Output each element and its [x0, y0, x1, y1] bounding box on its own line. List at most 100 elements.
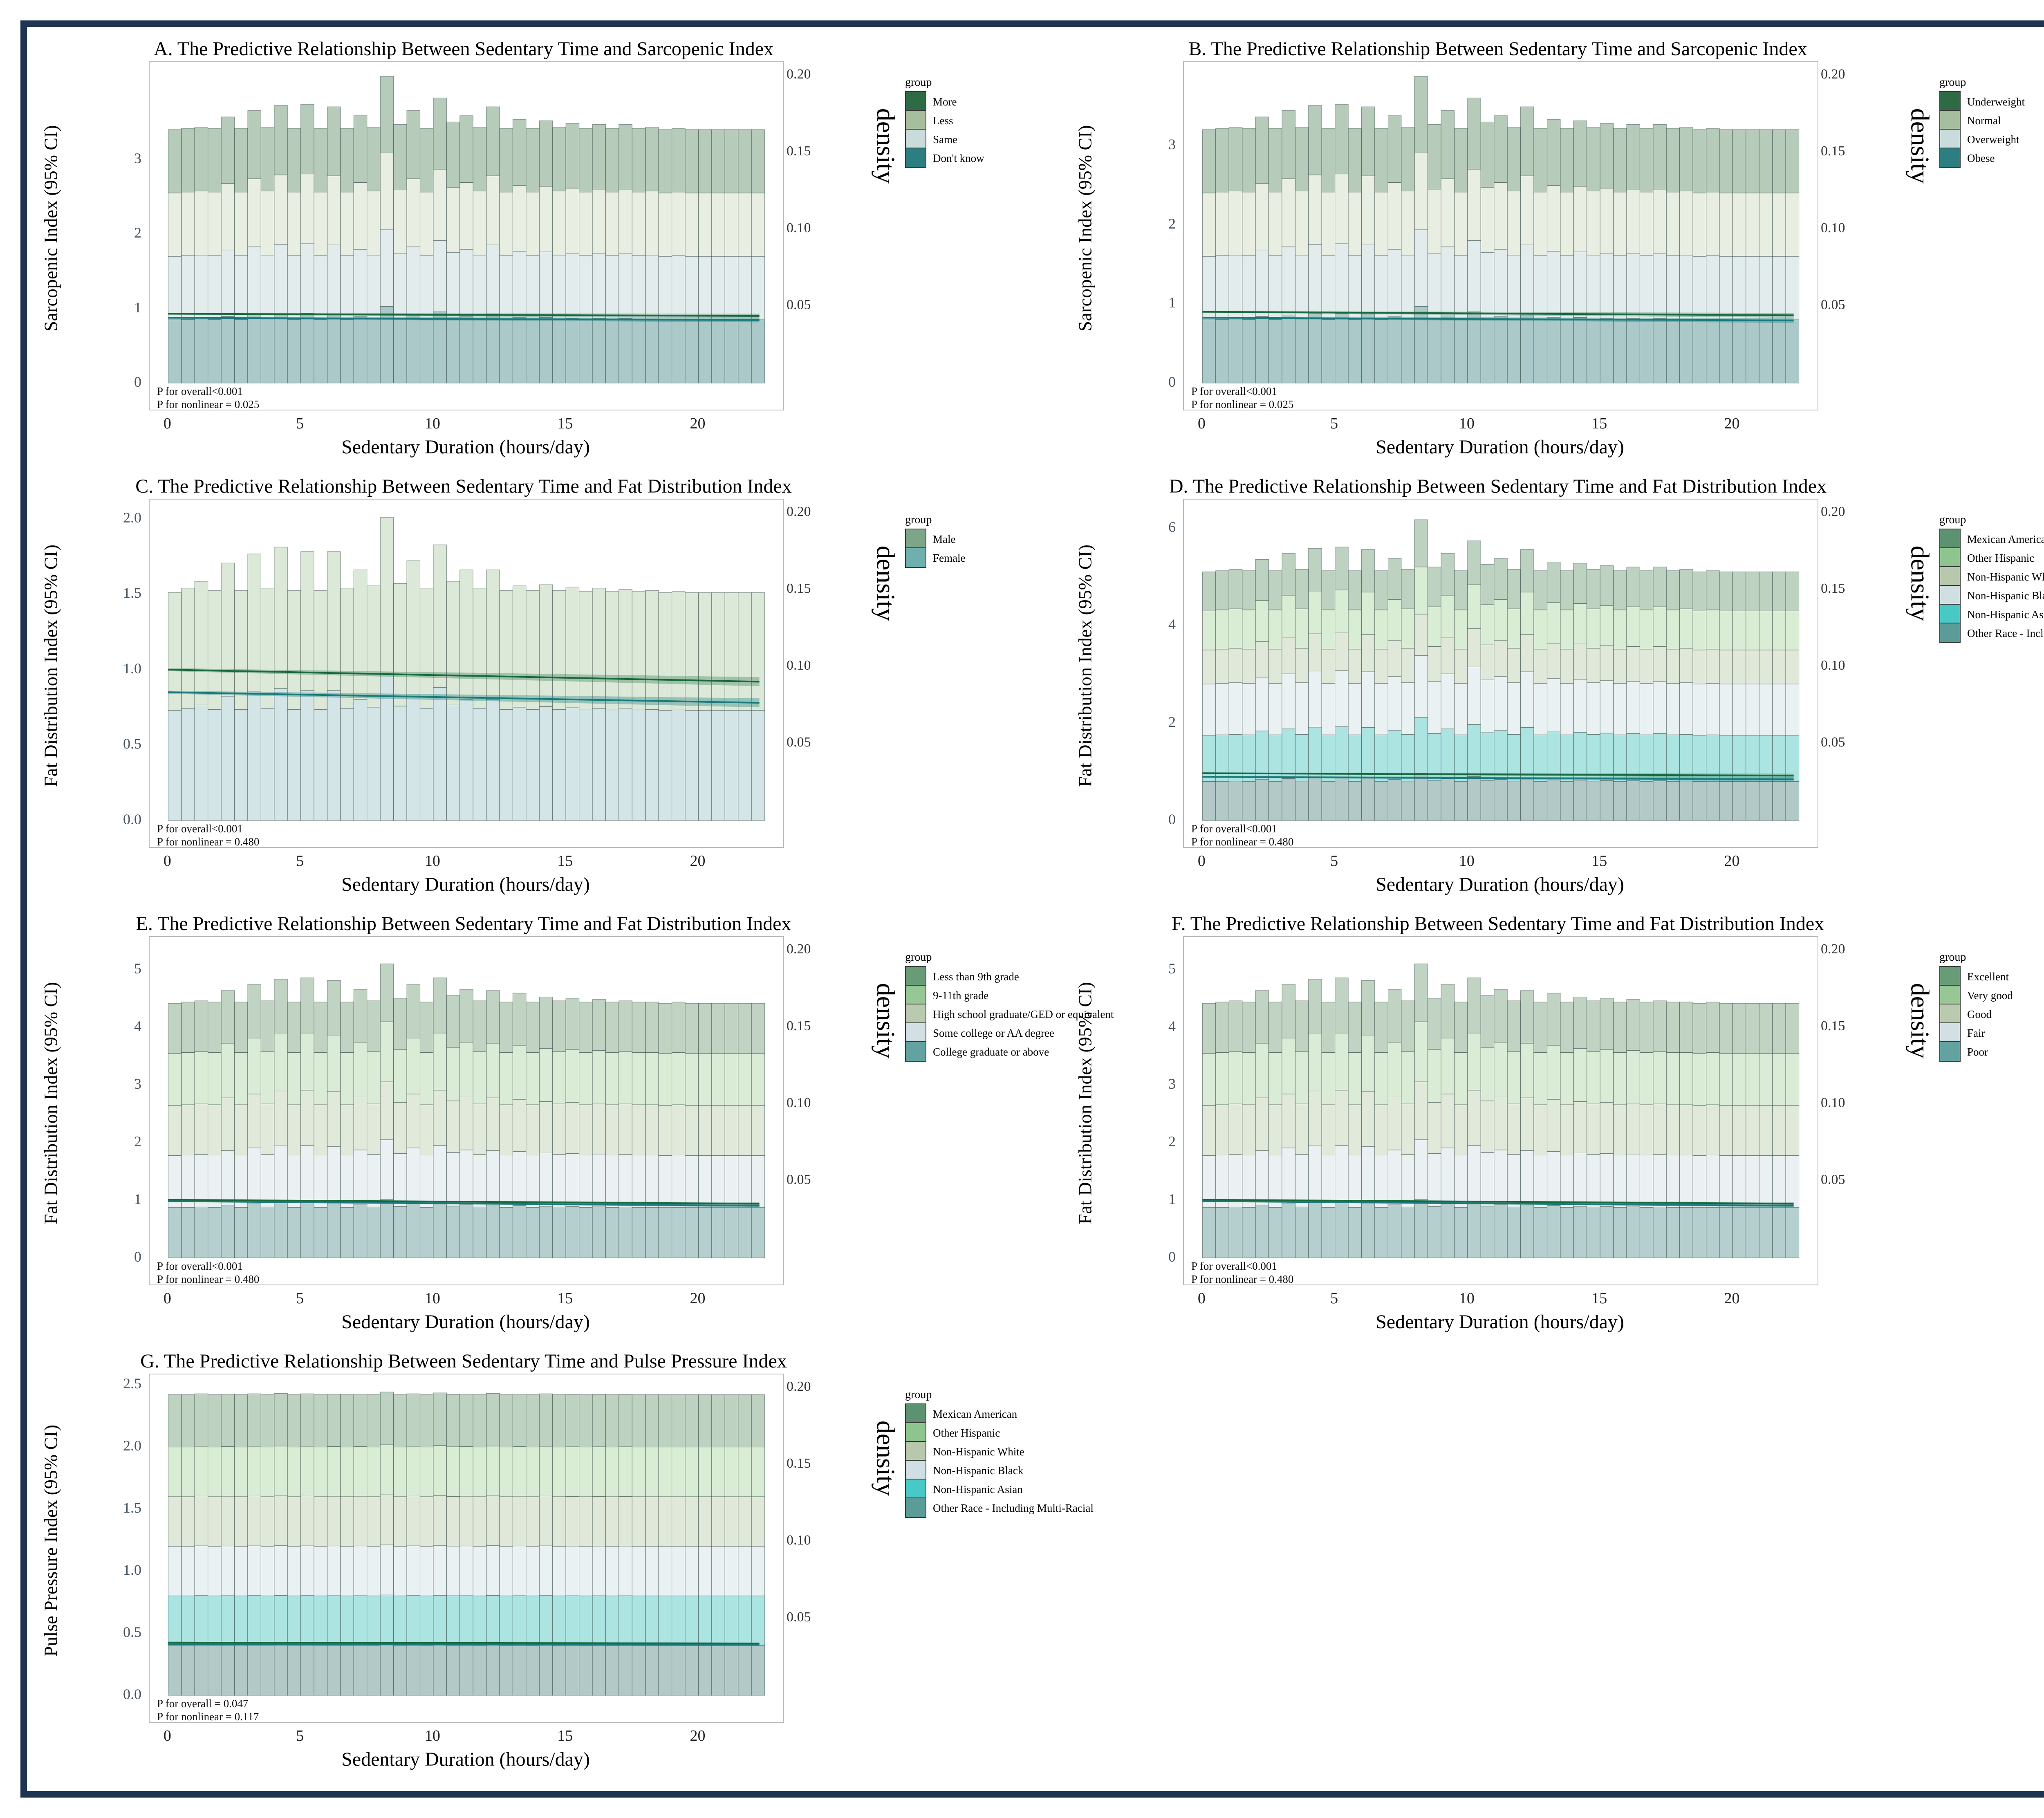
bar-segment	[1454, 128, 1468, 193]
bar-segment	[526, 1546, 540, 1596]
bar-segment	[459, 1394, 473, 1447]
bar-segment	[671, 128, 686, 193]
bar-segment	[1494, 182, 1508, 250]
bar-segment	[645, 191, 659, 256]
bar-segment	[645, 1104, 659, 1156]
bar-segment	[1666, 1052, 1680, 1105]
bar-segment	[565, 1595, 580, 1646]
bar-segment	[419, 1595, 434, 1646]
bar-segment	[1454, 781, 1468, 821]
bar-segment	[671, 1154, 686, 1208]
bar-segment	[486, 314, 500, 383]
bar-segment	[1653, 1000, 1667, 1052]
bar-segment	[353, 1446, 368, 1497]
bar-segment	[645, 590, 659, 710]
bar-segment	[419, 1394, 434, 1448]
bar-segment	[698, 1496, 712, 1547]
bar-segment	[446, 1101, 460, 1153]
bar-segment	[1759, 1155, 1773, 1208]
bar-segment	[632, 1154, 646, 1208]
y-axis-label: Fat Distribution Index (95% CI)	[1074, 545, 1096, 787]
bar-segment	[738, 1645, 752, 1696]
bar-segment	[1335, 590, 1349, 633]
bar-segment	[645, 709, 659, 821]
bar-segment	[433, 1645, 447, 1696]
bar-segment	[1679, 1002, 1693, 1053]
bar-segment	[1242, 1052, 1256, 1105]
bar-segment	[1428, 124, 1441, 190]
bar-segment	[1785, 572, 1800, 611]
bar-segment	[605, 1595, 619, 1646]
bar-segment	[419, 1052, 434, 1105]
bar-segment	[1600, 680, 1614, 733]
bar-segment	[1507, 1051, 1521, 1104]
bar-segment	[1546, 1099, 1561, 1152]
legend-swatch	[1939, 585, 1961, 605]
bar-segment	[1560, 781, 1574, 821]
bar-segment	[526, 128, 540, 193]
legend-item: Non-Hispanic Black	[905, 1460, 1094, 1480]
legend-swatch	[905, 1422, 926, 1443]
bar-segment	[1428, 998, 1441, 1050]
legend-swatch	[1939, 604, 1961, 624]
bar-segment	[1666, 1207, 1680, 1258]
bar-segment	[539, 317, 553, 383]
bar-segment	[1467, 540, 1481, 585]
bar-segment	[367, 1496, 381, 1547]
bar-segment	[632, 319, 646, 383]
bar-segment	[1587, 1154, 1600, 1207]
legend-swatch	[1939, 623, 1961, 643]
bar-segment	[1587, 780, 1600, 821]
bar-segment	[1215, 1052, 1229, 1105]
bar-segment	[260, 1496, 275, 1547]
bar-segment	[1467, 1033, 1481, 1091]
bar-segment	[619, 1000, 632, 1052]
bar-segment	[1692, 781, 1707, 821]
bar-segment	[1494, 989, 1508, 1042]
bar-segment	[526, 1002, 540, 1053]
bar-segment	[1507, 1103, 1521, 1155]
density-tick: 0.20	[787, 1379, 811, 1394]
bar-segment	[446, 1446, 460, 1497]
bar-segment	[592, 1206, 606, 1258]
bar-segment	[698, 1155, 712, 1208]
bar-segment	[287, 1546, 301, 1596]
x-tick: 10	[424, 852, 440, 870]
bar-segment	[724, 1446, 739, 1497]
bar-segment	[1202, 129, 1216, 193]
bar-segment	[751, 1496, 765, 1547]
bar-segment	[751, 1446, 765, 1497]
density-axis-label: density	[871, 108, 901, 184]
bar-segment	[1255, 779, 1269, 821]
panel-D: D. The Predictive Relationship Between S…	[1065, 467, 2044, 904]
bar-segment	[1759, 781, 1773, 821]
bar-segment	[459, 249, 473, 317]
bar-segment	[1335, 243, 1349, 314]
bar-segment	[1772, 193, 1786, 257]
bar-segment	[446, 121, 460, 188]
bar-segment	[473, 1595, 487, 1646]
bar-segment	[724, 1155, 739, 1208]
bar-segment	[605, 192, 619, 256]
bar-segment	[751, 1645, 765, 1696]
bar-segment	[1480, 679, 1495, 733]
bar-segment	[724, 193, 739, 257]
bar-segment	[1533, 1207, 1548, 1258]
bar-segment	[1454, 610, 1468, 650]
bar-segment	[221, 990, 235, 1044]
bar-segment	[433, 1090, 447, 1146]
bar-segment	[552, 1051, 566, 1104]
bar-segment	[1666, 255, 1680, 320]
legend-label: Other Race - Including Multi-Racial	[1967, 627, 2044, 639]
density-tick: 0.20	[1821, 941, 1845, 957]
bar-segment	[1361, 1035, 1375, 1092]
bar-segment	[234, 1052, 248, 1105]
bar-segment	[724, 710, 739, 821]
histogram-svg	[168, 963, 765, 1258]
bar-segment	[1772, 1207, 1786, 1258]
bar-segment	[274, 1090, 288, 1146]
bar-segment	[221, 1446, 235, 1497]
bar-segment	[486, 244, 500, 314]
bar-segment	[1335, 1033, 1349, 1091]
bar-segment	[1215, 570, 1229, 610]
